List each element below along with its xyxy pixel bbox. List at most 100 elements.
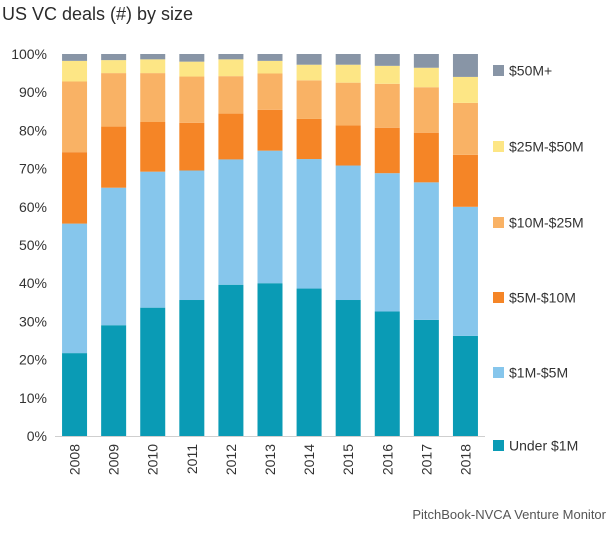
bar-segment [257, 54, 283, 61]
bar-segment [452, 54, 478, 77]
legend-item: $25M-$50M [493, 139, 584, 155]
bar-segment [62, 223, 88, 354]
x-tick-label: 2016 [379, 444, 395, 475]
bar-segment [179, 170, 205, 301]
bar-segment [296, 80, 322, 119]
bar-segment [218, 284, 244, 436]
bar-segment [452, 154, 478, 207]
bar-segment [296, 54, 322, 65]
x-tick-label: 2013 [262, 444, 278, 475]
bar-segment [374, 173, 400, 312]
bar-segment [140, 73, 166, 122]
bar-segment [413, 87, 439, 133]
y-tick-label: 30% [19, 313, 47, 329]
bar-segment [374, 54, 400, 66]
bar-segment [335, 125, 361, 166]
y-tick-label: 70% [19, 161, 47, 177]
bar-segment [452, 206, 478, 336]
bar-segment [257, 60, 283, 74]
x-axis: 2008 2009 2010 2011 2012 2013 2014 2015 2016 2017… [67, 444, 474, 475]
bar-segment [179, 54, 205, 62]
bar-stack-2010 [140, 54, 166, 436]
bar-segment [452, 102, 478, 155]
legend-label: $50M+ [509, 63, 552, 79]
x-tick-label: 2014 [301, 444, 317, 475]
bar-segment [335, 300, 361, 436]
legend-label: $5M-$10M [509, 290, 576, 306]
y-tick-label: 80% [19, 122, 47, 138]
bar-segment [179, 300, 205, 436]
x-tick-label: 2011 [184, 444, 200, 474]
bar-segment [335, 165, 361, 300]
legend-swatch [493, 440, 504, 451]
bar-segment [374, 127, 400, 174]
bar-segment [62, 353, 88, 436]
legend-item: $5M-$10M [493, 290, 576, 306]
bar-segment [413, 54, 439, 68]
bar-stack-2017 [413, 54, 439, 436]
bar-stack-2013 [257, 54, 283, 436]
bar-segment [335, 54, 361, 65]
bar-segment [296, 159, 322, 289]
bar-segment [296, 288, 322, 436]
bar-segment [179, 76, 205, 123]
bar-segment [413, 67, 439, 88]
bar-segment [218, 113, 244, 160]
bar-segment [140, 307, 166, 436]
bars [62, 54, 478, 436]
legend-item: $10M-$25M [493, 215, 584, 231]
bar-segment [374, 83, 400, 128]
x-tick-label: 2012 [223, 444, 239, 475]
bar-stack-2012 [218, 54, 244, 436]
bar-segment [140, 59, 166, 74]
source-note: PitchBook-NVCA Venture Monitor [412, 507, 606, 522]
bar-segment [101, 126, 127, 188]
y-tick-label: 0% [27, 428, 47, 444]
legend: $50M+ $25M-$50M $10M-$25M $5M-$10M $1M-$5M U… [493, 63, 584, 454]
bar-segment [62, 81, 88, 153]
y-tick-label: 100% [11, 46, 47, 62]
bar-segment [140, 171, 166, 308]
bar-segment [335, 82, 361, 126]
y-tick-label: 50% [19, 237, 47, 253]
chart-title: US VC deals (#) by size [2, 4, 193, 24]
bar-segment [140, 122, 166, 172]
bar-segment [257, 109, 283, 151]
x-tick-label: 2015 [340, 444, 356, 475]
y-tick-label: 20% [19, 352, 47, 368]
x-tick-label: 2018 [457, 444, 473, 475]
bar-segment [101, 73, 127, 127]
bar-stack-2018 [452, 54, 478, 436]
bar-segment [413, 319, 439, 436]
bar-segment [413, 182, 439, 320]
y-tick-label: 60% [19, 199, 47, 215]
bar-segment [296, 118, 322, 160]
x-tick-label: 2008 [67, 444, 83, 475]
x-tick-label: 2017 [418, 444, 434, 475]
bar-stack-2014 [296, 54, 322, 436]
bar-segment [335, 64, 361, 83]
bar-stack-2015 [335, 54, 361, 436]
bar-segment [101, 187, 127, 326]
bar-stack-2011 [179, 54, 205, 436]
legend-swatch [493, 217, 504, 228]
bar-segment [257, 283, 283, 436]
legend-swatch [493, 141, 504, 152]
bar-segment [218, 54, 244, 60]
bar-segment [218, 159, 244, 285]
legend-item: Under $1M [493, 438, 578, 454]
bar-segment [140, 54, 166, 60]
legend-label: $10M-$25M [509, 215, 584, 231]
legend-label: $1M-$5M [509, 365, 568, 381]
bar-segment [62, 60, 88, 82]
bar-segment [101, 54, 127, 61]
bar-segment [413, 132, 439, 183]
x-tick-label: 2009 [106, 444, 122, 475]
y-tick-label: 90% [19, 84, 47, 100]
bar-segment [101, 325, 127, 436]
bar-segment [218, 59, 244, 77]
legend-item: $1M-$5M [493, 365, 568, 381]
bar-stack-2016 [374, 54, 400, 436]
